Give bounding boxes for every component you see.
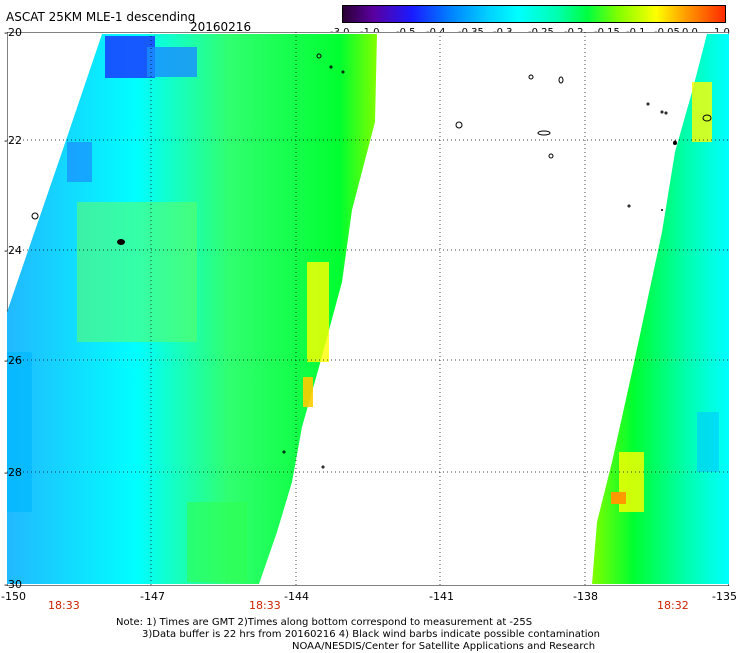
swath-left (7, 34, 377, 584)
y-tick-label: -26 (4, 354, 22, 367)
x-tick-label: -141 (429, 590, 454, 603)
y-tick-label: -22 (4, 134, 22, 147)
map-date: 20160216 (190, 20, 252, 34)
y-tick-label: -28 (4, 466, 22, 479)
footnote-line-3: NOAA/NESDIS/Center for Satellite Applica… (292, 641, 596, 652)
island-outlines (31, 53, 712, 469)
y-tick-label: -24 (4, 244, 22, 257)
y-tick-label: -20 (4, 26, 22, 39)
x-tick-label: -147 (140, 590, 165, 603)
y-tick-label: -30 (4, 578, 22, 591)
color-scale-bar (342, 5, 726, 23)
grid-lines (7, 32, 729, 586)
swath-map (7, 32, 729, 586)
map-title: ASCAT 25KM MLE-1 descending (6, 10, 196, 24)
swath-time: 18:33 (249, 599, 281, 612)
x-tick-label: -135 (712, 590, 737, 603)
swath-time: 18:33 (48, 599, 80, 612)
footnote-line-1: Note: 1) Times are GMT 2)Times along bot… (116, 617, 533, 628)
x-tick-label: -144 (284, 590, 309, 603)
swath-right (592, 34, 729, 584)
swath-time: 18:32 (657, 599, 689, 612)
island-fills (117, 140, 677, 245)
x-tick-label: -138 (573, 590, 598, 603)
footnote-line-2: 3)Data buffer is 22 hrs from 20160216 4)… (142, 629, 600, 640)
x-tick-label: -150 (1, 590, 26, 603)
